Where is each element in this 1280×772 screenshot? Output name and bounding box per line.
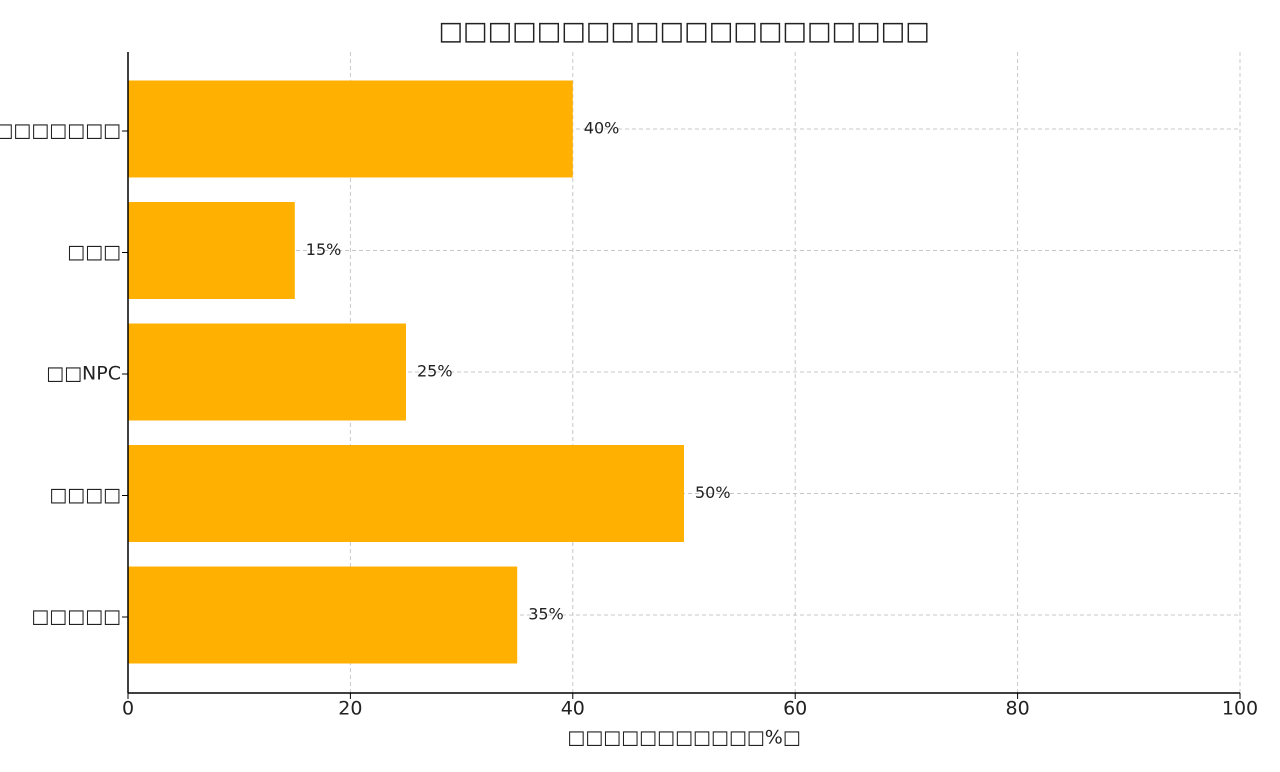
bar <box>128 202 295 299</box>
y-tick-label: □□NPC <box>46 363 121 385</box>
chart-title: □□□□□□□□□□□□□□□□□□□□ <box>438 17 929 47</box>
value-label: 40% <box>584 119 620 138</box>
x-tick-label: 80 <box>1006 698 1030 720</box>
value-label: 50% <box>695 483 731 502</box>
x-axis-label: □□□□□□□□□□□%□ <box>567 727 800 749</box>
y-tick-label: □□□ <box>67 241 121 263</box>
value-label: 25% <box>417 362 453 381</box>
value-label: 15% <box>306 240 342 259</box>
x-tick-label: 60 <box>783 698 807 720</box>
bar <box>128 445 684 542</box>
x-tick-label: 100 <box>1222 698 1258 720</box>
bar <box>128 323 406 421</box>
x-tick-label: 40 <box>561 698 585 720</box>
y-tick-label: □□□□□ <box>31 606 121 628</box>
bar <box>128 566 518 664</box>
y-tick-label: □□□□ <box>49 484 121 506</box>
bar <box>128 80 573 178</box>
y-tick-label: □□□□□□□□□ <box>0 120 121 142</box>
x-tick-label: 0 <box>122 698 134 720</box>
x-tick-label: 20 <box>338 698 362 720</box>
value-label: 35% <box>528 605 564 624</box>
